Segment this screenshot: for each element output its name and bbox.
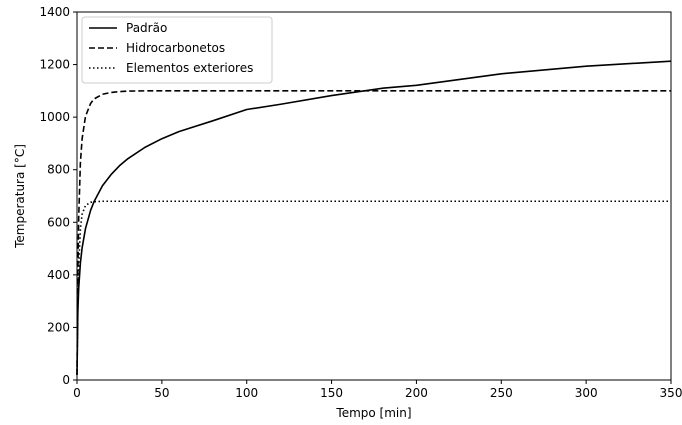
series-line-0 <box>76 60 672 375</box>
legend-label: Hidrocarbonetos <box>126 41 225 55</box>
x-axis-label: Tempo [min] <box>335 406 411 420</box>
series-line-2 <box>76 200 671 375</box>
x-tick-label: 50 <box>154 386 169 400</box>
y-tick-label: 400 <box>47 268 70 282</box>
y-tick-label: 1200 <box>39 58 70 72</box>
y-tick-label: 0 <box>62 373 70 387</box>
x-tick-label: 250 <box>490 386 513 400</box>
x-tick-label: 0 <box>73 386 81 400</box>
y-tick-label: 1000 <box>39 110 70 124</box>
x-tick-label: 300 <box>575 386 598 400</box>
legend-box <box>81 16 273 84</box>
legend-label: Elementos exteriores <box>126 61 253 75</box>
x-axis: 0 50 100 150 200 250 300 350 <box>73 380 682 400</box>
plot-area <box>76 60 672 375</box>
x-tick-label: 200 <box>405 386 428 400</box>
plot-frame <box>76 11 672 381</box>
x-tick-label: 150 <box>320 386 343 400</box>
y-tick-label: 200 <box>47 320 70 334</box>
legend-label: Padrão <box>126 21 167 35</box>
y-axis: 0 200 400 600 800 1000 1200 1400 <box>39 5 77 387</box>
series-line-1 <box>76 90 671 375</box>
y-axis-label: Temperatura [°C] <box>13 144 27 249</box>
legend: Padrão Hidrocarbonetos Elementos exteriore… <box>81 16 273 84</box>
y-tick-label: 800 <box>47 163 70 177</box>
y-tick-label: 600 <box>47 215 70 229</box>
x-tick-label: 100 <box>235 386 258 400</box>
x-tick-label: 350 <box>660 386 682 400</box>
y-tick-label: 1400 <box>39 5 70 19</box>
